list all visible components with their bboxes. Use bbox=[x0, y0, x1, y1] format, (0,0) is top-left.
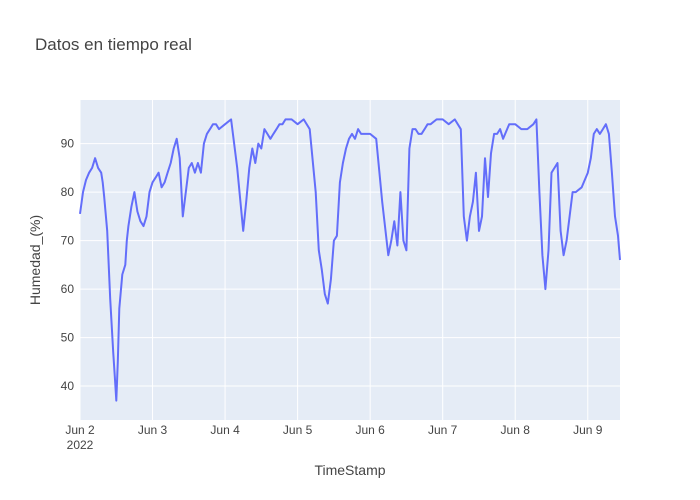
y-tick-label: 90 bbox=[61, 137, 75, 151]
y-tick-label: 70 bbox=[61, 234, 75, 248]
y-tick-label: 60 bbox=[61, 282, 75, 296]
x-tick-label: Jun 3 bbox=[138, 423, 168, 437]
series-line bbox=[79, 118, 621, 402]
x-tick-sublabel: 2022 bbox=[67, 438, 94, 452]
x-tick-label: Jun 6 bbox=[355, 423, 385, 437]
y-tick-label: 80 bbox=[61, 185, 75, 199]
x-tick-label: Jun 5 bbox=[283, 423, 313, 437]
chart-title: Datos en tiempo real bbox=[35, 35, 192, 54]
y-axis-title: Humedad_(%) bbox=[27, 215, 43, 305]
y-tick-label: 50 bbox=[61, 331, 75, 345]
y-tick-label: 40 bbox=[61, 379, 75, 393]
grid-lines bbox=[79, 100, 620, 420]
y-axis-ticks: 40 50 60 70 80 90 bbox=[61, 137, 75, 393]
x-tick-label: Jun 7 bbox=[428, 423, 458, 437]
x-tick-label: Jun 4 bbox=[210, 423, 240, 437]
x-tick-label: Jun 9 bbox=[573, 423, 603, 437]
x-axis-title: TimeStamp bbox=[314, 462, 385, 478]
plot-area bbox=[80, 100, 620, 420]
x-tick-label: Jun 2 bbox=[65, 423, 95, 437]
x-tick-label: Jun 8 bbox=[501, 423, 531, 437]
